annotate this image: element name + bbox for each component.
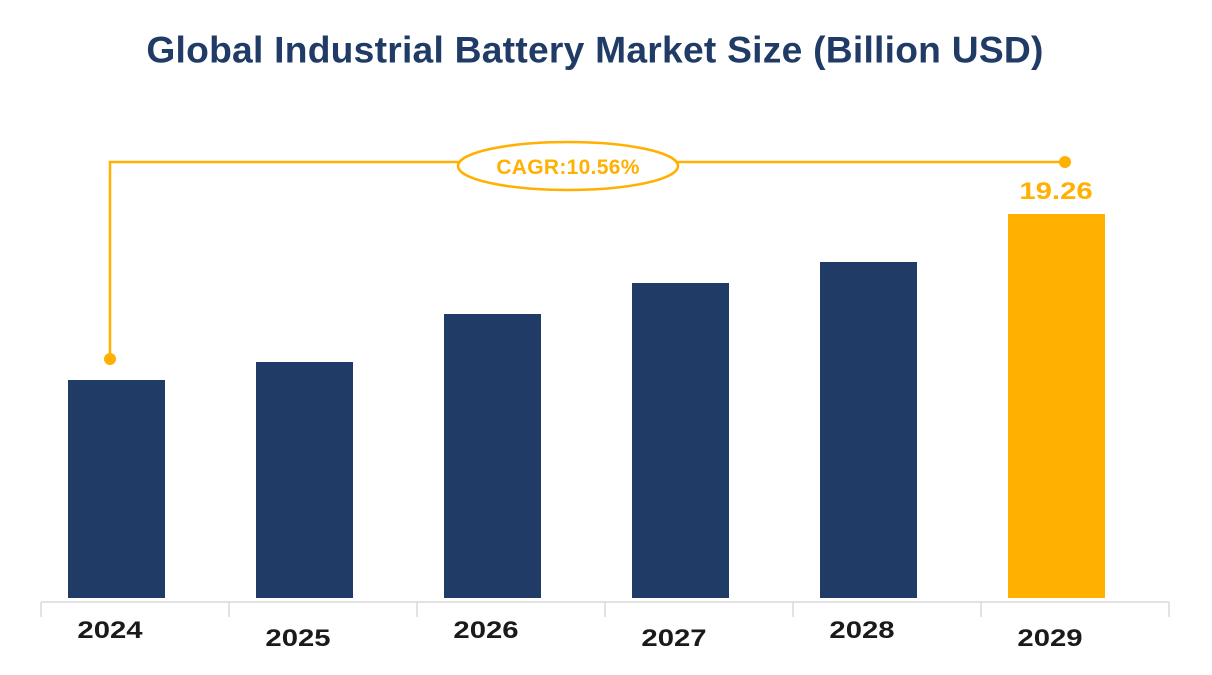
svg-text:CAGR:10.56%: CAGR:10.56% [496, 156, 639, 179]
